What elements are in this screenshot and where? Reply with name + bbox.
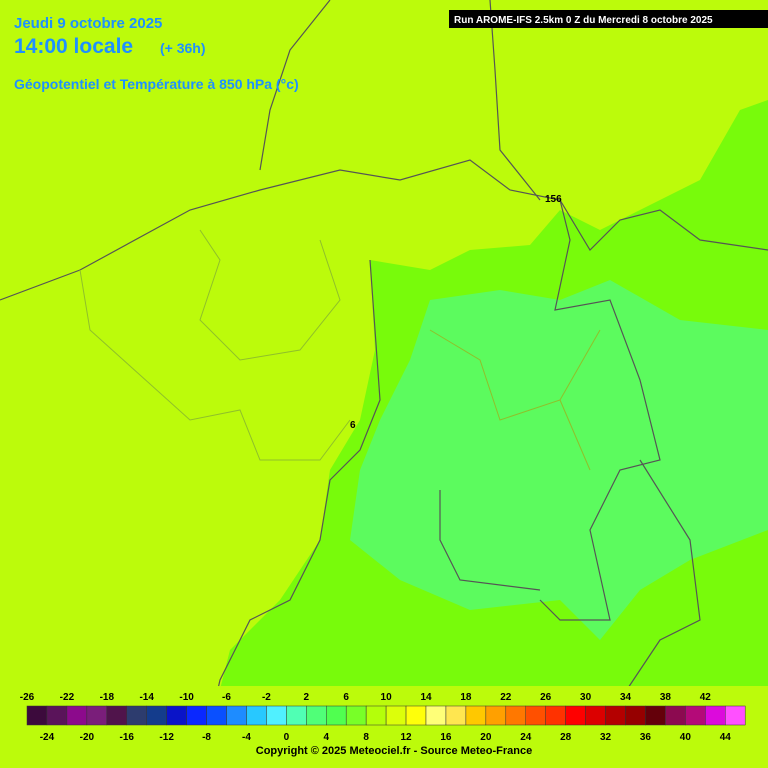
legend-swatch xyxy=(345,705,367,726)
legend-label: 38 xyxy=(660,692,672,703)
legend-swatch xyxy=(505,705,526,726)
legend-swatch xyxy=(226,705,247,726)
legend-label: 28 xyxy=(560,732,572,743)
legend-swatch xyxy=(625,705,646,726)
legend-label: -12 xyxy=(159,732,174,743)
legend-label: 10 xyxy=(381,692,393,703)
legend-swatch xyxy=(286,705,307,726)
run-info: Run AROME-IFS 2.5km 0 Z du Mercredi 8 oc… xyxy=(454,15,713,26)
legend-label: 12 xyxy=(400,732,412,743)
legend-swatch xyxy=(326,705,347,726)
legend-label: 42 xyxy=(700,692,712,703)
legend-swatch xyxy=(465,705,487,726)
legend-swatch xyxy=(166,705,187,726)
lead: (+ 36h) xyxy=(160,40,206,56)
legend-label: 6 xyxy=(343,692,349,703)
legend-label: -24 xyxy=(40,732,55,743)
legend-swatch xyxy=(206,705,227,726)
legend-label: 44 xyxy=(720,732,732,743)
legend-bg xyxy=(0,686,768,768)
legend-swatch xyxy=(266,705,287,726)
legend-label: 2 xyxy=(304,692,310,703)
legend-label: -14 xyxy=(139,692,154,703)
legend-label: -20 xyxy=(80,732,95,743)
legend-swatch xyxy=(425,705,447,726)
legend-swatch xyxy=(46,705,68,726)
legend-swatch xyxy=(306,705,327,726)
legend-label: 18 xyxy=(460,692,472,703)
legend-swatch xyxy=(106,705,128,726)
legend-swatch xyxy=(605,705,626,726)
legend-label: 36 xyxy=(640,732,652,743)
legend-label: 32 xyxy=(600,732,612,743)
legend-swatch xyxy=(445,705,467,726)
legend-swatch xyxy=(126,705,147,726)
legend-label: 14 xyxy=(420,692,432,703)
legend-label: -18 xyxy=(100,692,115,703)
legend-swatch xyxy=(545,705,566,726)
legend-swatch xyxy=(365,705,387,726)
date: Jeudi 9 octobre 2025 xyxy=(14,15,162,32)
legend-swatch xyxy=(146,705,167,726)
legend-label: -16 xyxy=(120,732,135,743)
legend-swatch xyxy=(665,705,686,726)
regions xyxy=(79,229,601,471)
copyright: Copyright © 2025 Meteociel.fr - Source M… xyxy=(256,745,532,757)
legend-label: -4 xyxy=(242,732,251,743)
legend-swatch xyxy=(565,705,586,726)
legend: -26 -22 -18 -14 -10 -6 -2 2 6 10 14 18 22 26 30 34 38 42-… xyxy=(20,692,746,743)
legend-label: -10 xyxy=(179,692,194,703)
legend-label: 0 xyxy=(284,732,290,743)
legend-swatch xyxy=(385,705,407,726)
legend-label: -8 xyxy=(202,732,211,743)
time: 14:00 locale xyxy=(14,35,133,58)
legend-swatch xyxy=(66,705,88,726)
legend-swatch xyxy=(705,705,726,726)
legend-swatch xyxy=(86,705,108,726)
legend-label: -26 xyxy=(20,692,35,703)
legend-label: 20 xyxy=(480,732,492,743)
legend-swatch xyxy=(525,705,546,726)
legend-label: 22 xyxy=(500,692,512,703)
legend-swatch xyxy=(186,705,207,726)
legend-label: 4 xyxy=(323,732,329,743)
legend-label: -2 xyxy=(262,692,271,703)
legend-label: -6 xyxy=(222,692,231,703)
contour-label: 156 xyxy=(545,194,562,205)
legend-label: 30 xyxy=(580,692,592,703)
legend-swatch xyxy=(26,705,48,726)
mild-zone xyxy=(350,280,768,640)
legend-label: 34 xyxy=(620,692,632,703)
legend-swatch xyxy=(485,705,507,726)
legend-label: 24 xyxy=(520,732,532,743)
legend-label: 40 xyxy=(680,732,692,743)
contour-label: 6 xyxy=(350,420,356,431)
run-box xyxy=(449,10,768,28)
legend-label: 8 xyxy=(363,732,369,743)
legend-swatch xyxy=(725,705,746,726)
legend-swatch xyxy=(246,705,267,726)
legend-label: 26 xyxy=(540,692,552,703)
legend-label: 16 xyxy=(440,732,452,743)
legend-swatch xyxy=(405,705,427,726)
legend-swatch xyxy=(645,705,666,726)
legend-swatch xyxy=(585,705,606,726)
subtitle: Géopotentiel et Température à 850 hPa (°… xyxy=(14,76,299,92)
legend-swatch xyxy=(685,705,706,726)
legend-label: -22 xyxy=(60,692,75,703)
